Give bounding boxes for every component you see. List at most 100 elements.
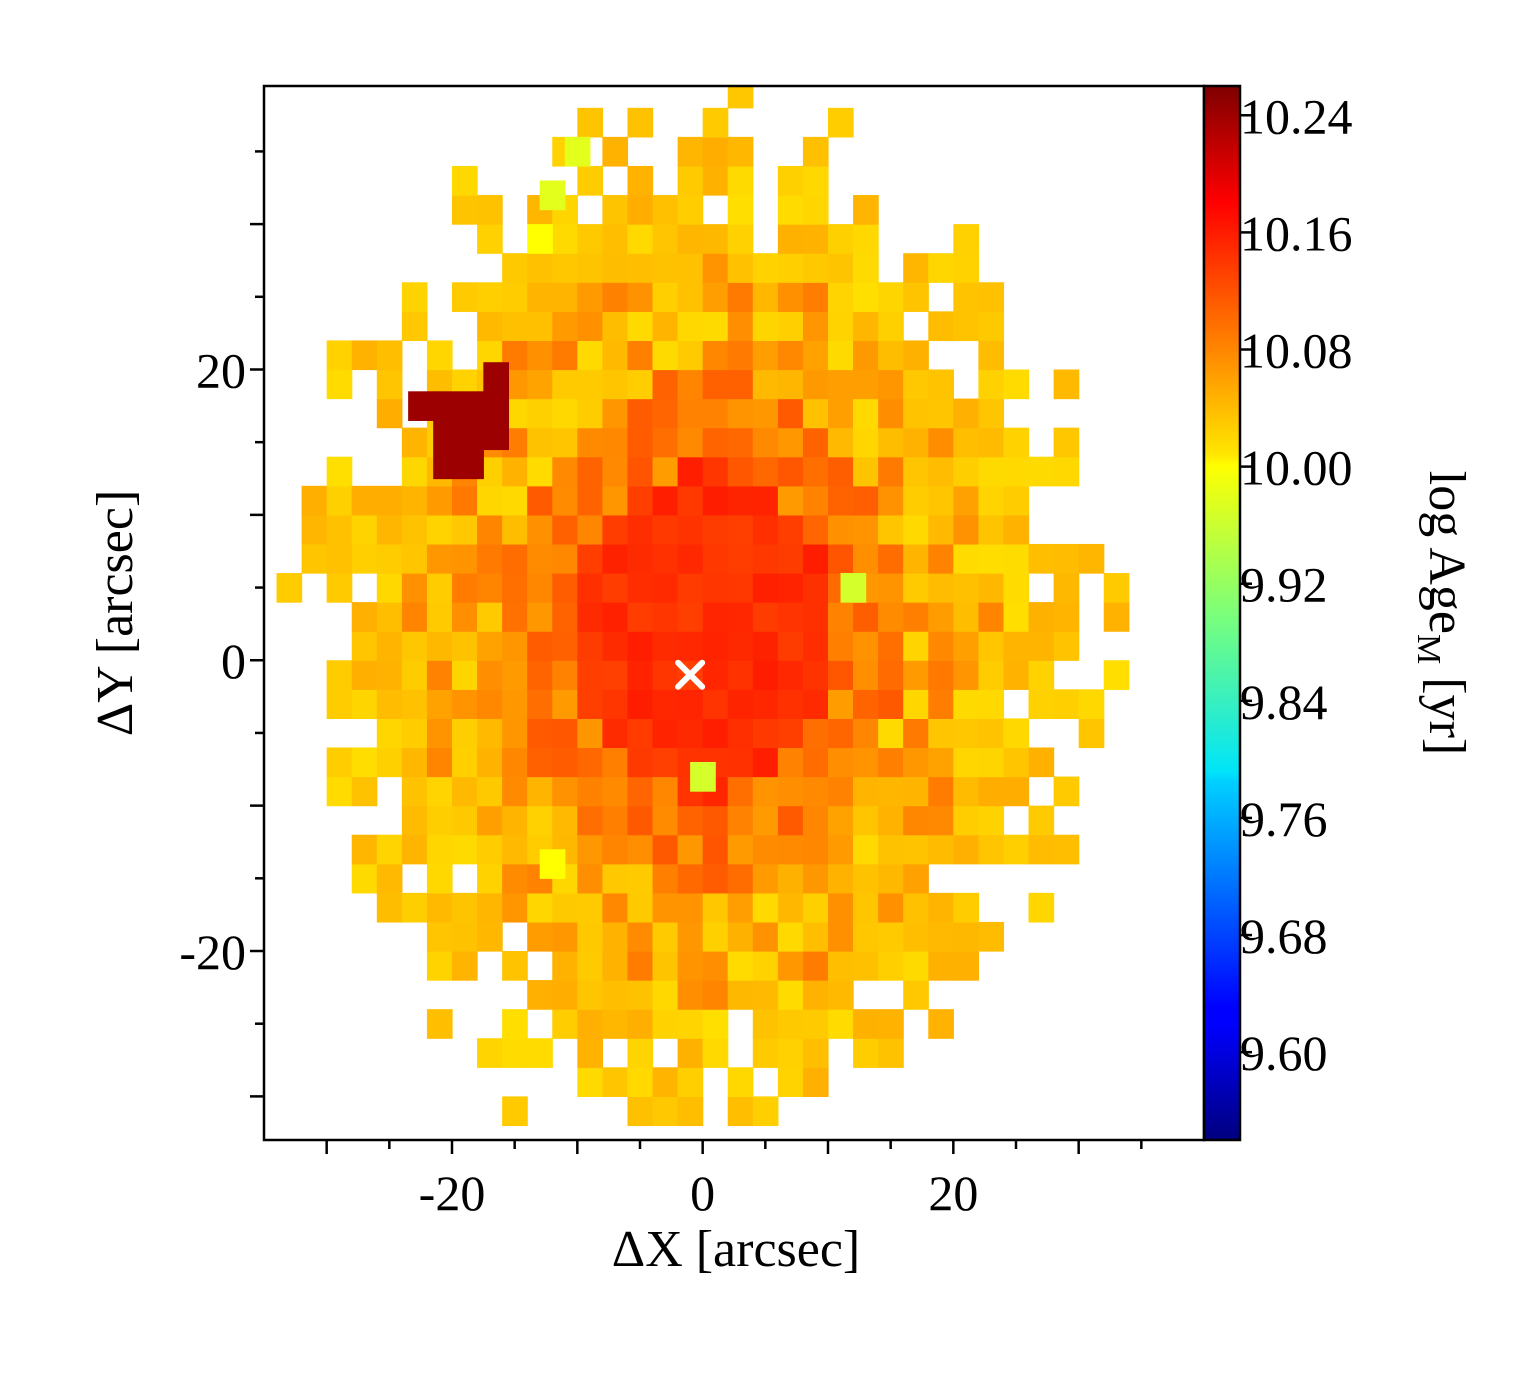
map-pixel: [828, 1009, 854, 1039]
map-pixel: [878, 921, 904, 952]
map-pixel: [602, 892, 629, 923]
map-pixel: [727, 86, 754, 109]
map-pixel: [777, 485, 804, 516]
map-pixel: [978, 369, 1005, 400]
map-pixel: [577, 369, 603, 400]
map-pixel: [577, 485, 603, 516]
map-pixel: [878, 311, 904, 342]
colorbar-tick-label: 10.16: [1240, 205, 1353, 261]
map-pixel: [752, 660, 779, 690]
map-pixel: [652, 282, 679, 312]
map-pixel: [627, 660, 654, 690]
map-pixel: [627, 485, 654, 516]
map-pixel: [627, 602, 654, 632]
map-pixel: [777, 369, 804, 400]
map-pixel: [477, 311, 503, 342]
map-pixel: [326, 340, 353, 371]
map-pixel: [928, 1009, 954, 1039]
map-pixel: [828, 311, 854, 342]
map-pixel: [376, 660, 403, 690]
map-pixel: [802, 573, 829, 603]
map-pixel: [727, 514, 754, 545]
map-pixel: [953, 834, 979, 865]
map-pixel: [401, 805, 428, 836]
map-pixel: [853, 631, 879, 661]
map-pixel: [828, 747, 854, 778]
map-pixel: [677, 427, 704, 458]
map-pixel: [1028, 805, 1055, 836]
map-pixel: [878, 485, 904, 516]
map-pixel: [953, 631, 979, 661]
map-pixel: [452, 805, 478, 836]
map-pixel: [928, 398, 954, 429]
map-pixel: [878, 951, 904, 981]
map-pixel: [376, 747, 403, 778]
map-pixel: [677, 834, 704, 865]
map-pixel: [853, 921, 879, 952]
map-pixel: [627, 863, 654, 894]
map-pixel: [853, 543, 879, 574]
map-pixel: [602, 1067, 629, 1097]
map-pixel: [828, 514, 854, 545]
map-pixel: [527, 776, 553, 807]
map-pixel: [426, 747, 453, 778]
map-pixel: [853, 456, 879, 487]
map-pixel: [426, 660, 453, 690]
colorbar-tick-label: 10.08: [1240, 323, 1353, 379]
map-pixel: [652, 689, 679, 719]
map-pixel: [351, 660, 378, 690]
map-pixel: [878, 863, 904, 894]
map-pixel: [677, 863, 704, 894]
map-pixel: [652, 834, 679, 865]
map-pixel: [677, 1038, 704, 1068]
map-pixel: [702, 951, 729, 981]
map-pixel: [477, 514, 503, 545]
map-pixel: [652, 398, 679, 429]
map-pixel: [978, 282, 1005, 312]
map-pixel: [878, 1038, 904, 1068]
map-pixel: [702, 485, 729, 516]
map-pixel: [652, 892, 679, 923]
map-pixel: [602, 485, 629, 516]
map-pixel: [777, 427, 804, 458]
map-pixel: [351, 834, 378, 865]
map-pixel: [577, 340, 603, 371]
map-pixel: [552, 485, 578, 516]
map-pixel: [752, 282, 779, 312]
map-pixel: [802, 834, 829, 865]
map-pixel: [552, 631, 578, 661]
map-pixel: [577, 224, 603, 254]
map-pixel: [802, 1038, 829, 1068]
map-pixel: [401, 892, 428, 923]
old-clump-pixel: [458, 420, 484, 451]
map-pixel: [802, 863, 829, 894]
map-pixel: [828, 253, 854, 283]
map-pixel: [602, 427, 629, 458]
map-pixel: [552, 398, 578, 429]
old-clump-pixel: [433, 391, 459, 421]
map-pixel: [752, 543, 779, 574]
map-pixel: [853, 660, 879, 690]
map-pixel: [752, 602, 779, 632]
map-pixel: [928, 253, 954, 283]
map-pixel: [727, 863, 754, 894]
map-pixel: [677, 1067, 704, 1097]
map-pixel: [602, 1009, 629, 1039]
map-pixel: [552, 921, 578, 952]
map-pixel: [853, 369, 879, 400]
map-pixel: [953, 689, 979, 719]
map-pixel: [978, 805, 1005, 836]
map-pixel: [1078, 689, 1105, 719]
map-pixel: [326, 369, 353, 400]
map-pixel: [828, 834, 854, 865]
map-pixel: [426, 602, 453, 632]
map-pixel: [627, 165, 654, 196]
map-pixel: [1078, 718, 1105, 749]
map-pixel: [903, 718, 929, 749]
map-pixel: [953, 253, 979, 283]
map-pixel: [552, 543, 578, 574]
map-pixel: [627, 253, 654, 283]
map-pixel: [978, 398, 1005, 429]
map-pixel: [777, 311, 804, 342]
map-pixel: [376, 485, 403, 516]
